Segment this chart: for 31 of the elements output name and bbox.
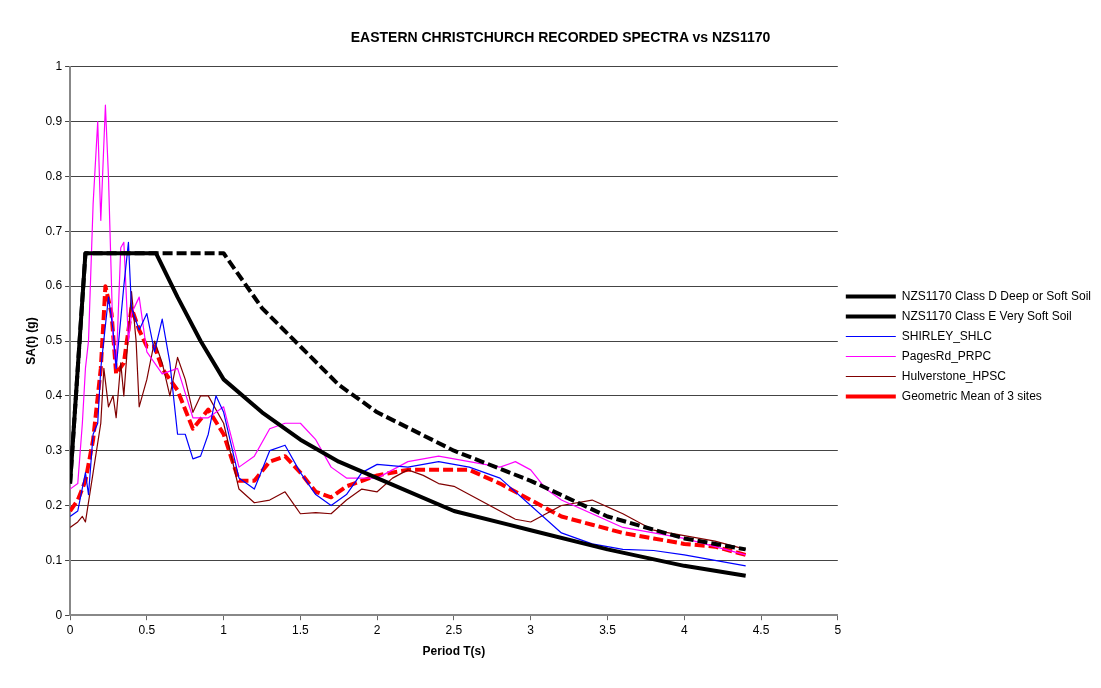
- legend-label: Geometric Mean of 3 sites: [901, 388, 1042, 403]
- y-tick-label: 0.5: [45, 333, 63, 348]
- y-tick-label: 0.1: [45, 552, 63, 567]
- x-tick-label: 1.5: [292, 622, 310, 637]
- x-tick-label: 0.5: [138, 622, 156, 637]
- x-axis-title: Period T(s): [422, 644, 486, 659]
- legend-label: NZS1170 Class E Very Soft Soil: [901, 308, 1072, 323]
- y-tick-label: 0.8: [45, 168, 63, 183]
- y-tick-label: 0.9: [45, 113, 63, 128]
- x-tick-label: 1: [220, 622, 228, 637]
- y-tick-label: 0.7: [45, 223, 63, 238]
- chart-title: EASTERN CHRISTCHURCH RECORDED SPECTRA vs NZS1170: [350, 29, 771, 46]
- x-tick-label: 4.5: [752, 622, 770, 637]
- x-tick-label: 2.5: [445, 622, 463, 637]
- x-tick-label: 3.5: [599, 622, 617, 637]
- y-tick-label: 0.6: [45, 278, 63, 293]
- legend-label: Hulverstone_HPSC: [901, 368, 1007, 383]
- y-tick-label: 0.4: [45, 388, 63, 403]
- y-axis-title: SA(t) (g): [23, 317, 38, 365]
- y-tick-label: 0.2: [45, 497, 63, 512]
- y-tick-label: 0.3: [45, 442, 63, 457]
- legend-label: SHIRLEY_SHLC: [901, 328, 993, 343]
- legend-label: PagesRd_PRPC: [901, 348, 992, 363]
- legend-label: NZS1170 Class D Deep or Soft Soil: [901, 288, 1092, 303]
- x-tick-label: 5: [834, 622, 842, 637]
- y-tick-label: 0: [55, 607, 63, 622]
- x-tick-label: 3: [527, 622, 535, 637]
- x-tick-label: 0: [66, 622, 74, 637]
- y-tick-label: 1: [55, 59, 63, 74]
- x-tick-label: 2: [373, 622, 381, 637]
- x-tick-label: 4: [680, 622, 688, 637]
